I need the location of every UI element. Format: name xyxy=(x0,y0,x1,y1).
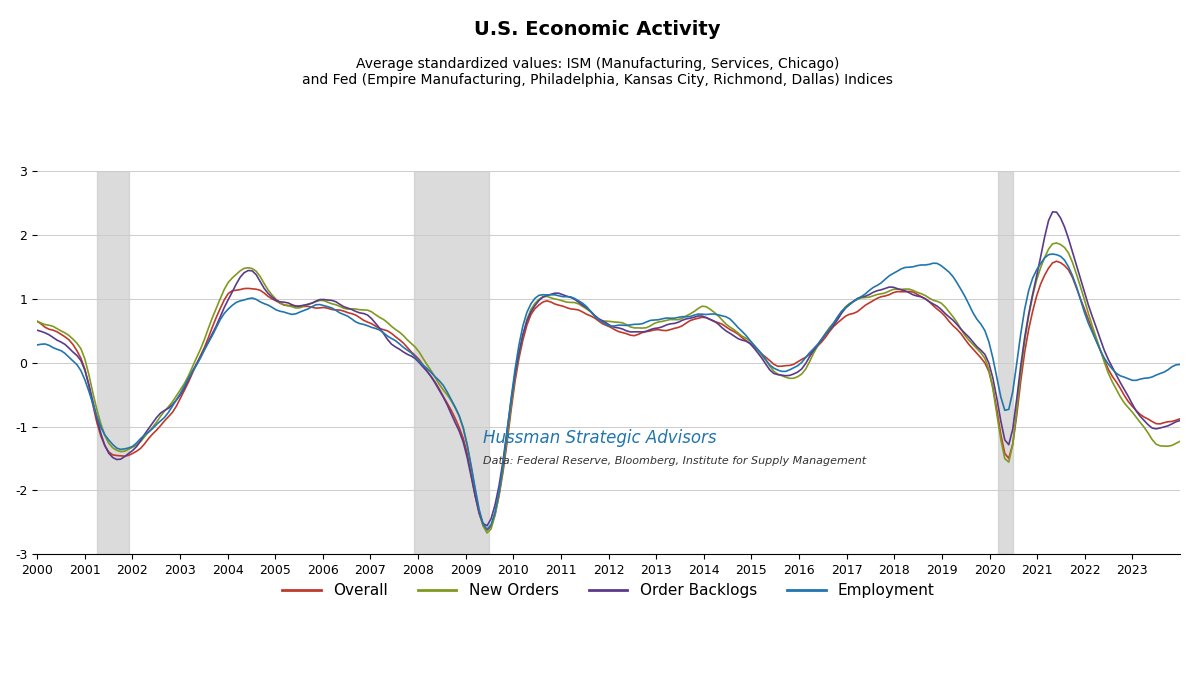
Bar xyxy=(97,172,129,555)
Text: U.S. Economic Activity: U.S. Economic Activity xyxy=(474,20,721,39)
Text: Average standardized values: ISM (Manufacturing, Services, Chicago)
and Fed (Emp: Average standardized values: ISM (Manufa… xyxy=(302,57,893,87)
Bar xyxy=(415,172,490,555)
Legend: Overall, New Orders, Order Backlogs, Employment: Overall, New Orders, Order Backlogs, Emp… xyxy=(276,577,940,604)
Text: Hussman Strategic Advisors: Hussman Strategic Advisors xyxy=(483,429,716,447)
Bar xyxy=(998,172,1013,555)
Text: Data: Federal Reserve, Bloomberg, Institute for Supply Management: Data: Federal Reserve, Bloomberg, Instit… xyxy=(483,456,866,466)
